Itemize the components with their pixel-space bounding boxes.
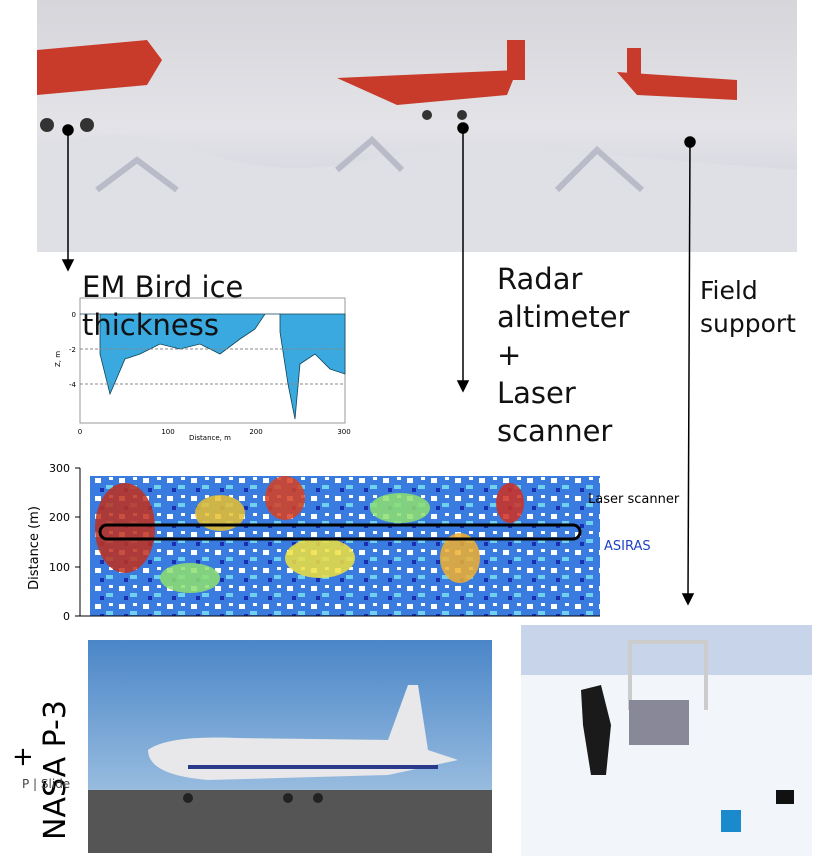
tick: 300 [49, 462, 70, 475]
axis-label: Distance (m) [27, 506, 42, 590]
field-photo [521, 625, 812, 856]
laser-map: 300 200 100 0 Distance (m) Laser scanner… [27, 462, 680, 623]
aircraft-photo [37, 0, 797, 252]
plus: + [7, 746, 38, 768]
text: altimeter [497, 300, 630, 334]
tick: 200 [249, 428, 262, 436]
text: scanner [497, 414, 613, 448]
tick: 300 [337, 428, 350, 436]
arrows [61, 122, 696, 606]
field-support-label: Field support [700, 274, 796, 340]
tick: 0 [63, 610, 70, 623]
tick: 0 [78, 428, 82, 436]
p3-photo [88, 640, 492, 853]
text: EM Bird ice [82, 270, 244, 304]
tick: 200 [49, 511, 70, 524]
legend-label: ASIRAS [604, 539, 651, 554]
radar-label: Radar altimeter + Laser scanner [497, 260, 629, 450]
slide-fragment: P | Slide [22, 777, 71, 791]
text: support [700, 309, 796, 338]
em-profile-chart: 0 -2 -4 Z, m 0 100 200 300 Distance, m [50, 284, 356, 446]
em-bird-label: EM Bird ice thickness [82, 268, 243, 344]
tick: 100 [161, 428, 174, 436]
text: thickness [82, 308, 219, 342]
axis-label: Distance, m [189, 434, 231, 442]
tick: -2 [69, 346, 76, 354]
axis-label: Z, m [54, 351, 62, 367]
text: Radar [497, 262, 583, 296]
tick: -4 [69, 381, 77, 389]
text: NASA P-3 [38, 700, 73, 840]
legend-label: Laser scanner [588, 492, 680, 507]
text: + [497, 338, 522, 372]
tick: 100 [49, 561, 70, 574]
tick: 0 [72, 311, 76, 319]
text: Laser [497, 376, 576, 410]
text: Field [700, 276, 758, 305]
